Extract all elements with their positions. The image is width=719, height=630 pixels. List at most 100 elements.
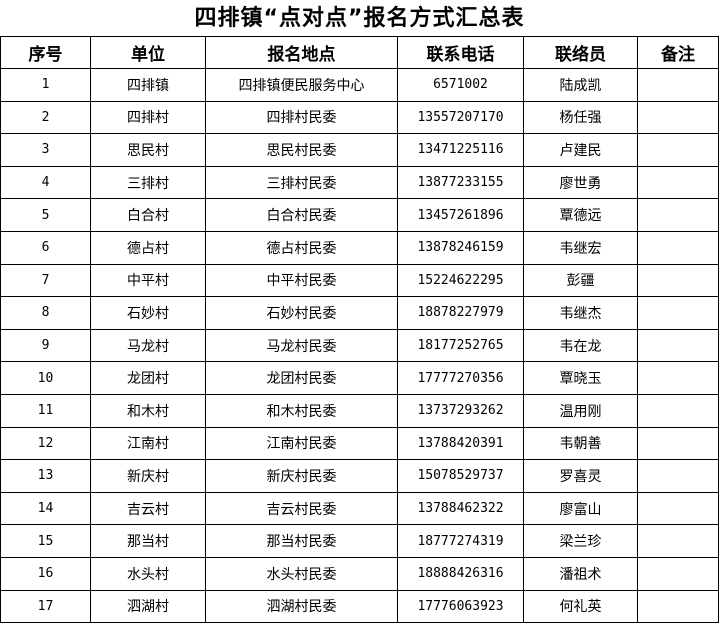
cell-phone: 13877233155 <box>397 165 524 200</box>
cell-phone: 17776063923 <box>397 589 524 624</box>
cell-remarks <box>637 361 719 395</box>
cell-phone: 18177252765 <box>397 328 524 363</box>
cell-unit: 德占村 <box>90 230 206 265</box>
cell-contact: 梁兰珍 <box>523 524 638 558</box>
cell-contact: 覃德远 <box>523 198 638 232</box>
cell-contact: 罗喜灵 <box>523 459 638 493</box>
cell-index: 7 <box>0 263 91 298</box>
cell-unit: 石妙村 <box>90 296 206 330</box>
header-index: 序号 <box>0 36 91 69</box>
cell-location: 吉云村民委 <box>205 491 398 526</box>
cell-location: 水头村民委 <box>205 556 398 591</box>
table-row: 13 新庆村 新庆村民委 15078529737 罗喜灵 <box>0 459 719 493</box>
table-row: 1 四排镇 四排镇便民服务中心 6571002 陆成凯 <box>0 68 719 102</box>
cell-phone: 17777270356 <box>397 361 524 395</box>
cell-index: 13 <box>0 459 91 493</box>
cell-location: 中平村民委 <box>205 263 398 298</box>
cell-index: 12 <box>0 426 91 461</box>
cell-index: 2 <box>0 100 91 135</box>
cell-phone: 6571002 <box>397 68 524 102</box>
cell-unit: 江南村 <box>90 426 206 461</box>
cell-remarks <box>637 100 719 135</box>
cell-phone: 13471225116 <box>397 133 524 167</box>
cell-phone: 15224622295 <box>397 263 524 298</box>
cell-phone: 13878246159 <box>397 230 524 265</box>
table-row: 4 三排村 三排村民委 13877233155 廖世勇 <box>0 165 719 200</box>
cell-phone: 13788420391 <box>397 426 524 461</box>
cell-contact: 卢建民 <box>523 133 638 167</box>
cell-location: 龙团村民委 <box>205 361 398 395</box>
cell-unit: 新庆村 <box>90 459 206 493</box>
cell-contact: 温用刚 <box>523 393 638 428</box>
cell-remarks <box>637 165 719 200</box>
cell-unit: 吉云村 <box>90 491 206 526</box>
cell-location: 新庆村民委 <box>205 459 398 493</box>
cell-remarks <box>637 198 719 232</box>
cell-location: 四排村民委 <box>205 100 398 135</box>
cell-unit: 思民村 <box>90 133 206 167</box>
cell-remarks <box>637 68 719 102</box>
cell-location: 和木村民委 <box>205 393 398 428</box>
cell-location: 白合村民委 <box>205 198 398 232</box>
cell-remarks <box>637 328 719 363</box>
cell-location: 那当村民委 <box>205 524 398 558</box>
cell-remarks <box>637 393 719 428</box>
cell-contact: 韦继宏 <box>523 230 638 265</box>
cell-unit: 中平村 <box>90 263 206 298</box>
cell-remarks <box>637 296 719 330</box>
cell-remarks <box>637 230 719 265</box>
header-contact: 联络员 <box>523 36 638 69</box>
table-row: 6 德占村 德占村民委 13878246159 韦继宏 <box>0 230 719 265</box>
cell-unit: 和木村 <box>90 393 206 428</box>
cell-contact: 韦朝善 <box>523 426 638 461</box>
cell-remarks <box>637 133 719 167</box>
table-row: 16 水头村 水头村民委 18888426316 潘祖术 <box>0 556 719 591</box>
cell-remarks <box>637 263 719 298</box>
cell-location: 江南村民委 <box>205 426 398 461</box>
cell-index: 3 <box>0 133 91 167</box>
cell-phone: 18878227979 <box>397 296 524 330</box>
cell-unit: 四排村 <box>90 100 206 135</box>
cell-contact: 彭疆 <box>523 263 638 298</box>
cell-phone: 15078529737 <box>397 459 524 493</box>
cell-contact: 韦继杰 <box>523 296 638 330</box>
cell-remarks <box>637 524 719 558</box>
cell-contact: 覃晓玉 <box>523 361 638 395</box>
table-row: 2 四排村 四排村民委 13557207170 杨任强 <box>0 100 719 135</box>
header-unit: 单位 <box>90 36 206 69</box>
header-row: 序号 单位 报名地点 联系电话 联络员 备注 <box>0 36 719 69</box>
cell-index: 15 <box>0 524 91 558</box>
table-row: 12 江南村 江南村民委 13788420391 韦朝善 <box>0 426 719 461</box>
table-row: 9 马龙村 马龙村民委 18177252765 韦在龙 <box>0 328 719 363</box>
cell-index: 17 <box>0 589 91 624</box>
cell-location: 思民村民委 <box>205 133 398 167</box>
cell-location: 泗湖村民委 <box>205 589 398 624</box>
cell-location: 三排村民委 <box>205 165 398 200</box>
cell-contact: 廖世勇 <box>523 165 638 200</box>
cell-phone: 13788462322 <box>397 491 524 526</box>
cell-location: 石妙村民委 <box>205 296 398 330</box>
header-remarks: 备注 <box>637 36 719 69</box>
cell-phone: 18777274319 <box>397 524 524 558</box>
table-row: 3 思民村 思民村民委 13471225116 卢建民 <box>0 133 719 167</box>
cell-location: 马龙村民委 <box>205 328 398 363</box>
cell-unit: 龙团村 <box>90 361 206 395</box>
cell-contact: 韦在龙 <box>523 328 638 363</box>
cell-remarks <box>637 556 719 591</box>
table-row: 8 石妙村 石妙村民委 18878227979 韦继杰 <box>0 296 719 330</box>
cell-contact: 陆成凯 <box>523 68 638 102</box>
cell-unit: 四排镇 <box>90 68 206 102</box>
header-location: 报名地点 <box>205 36 398 69</box>
table-row: 17 泗湖村 泗湖村民委 17776063923 何礼英 <box>0 589 719 624</box>
cell-phone: 13457261896 <box>397 198 524 232</box>
cell-remarks <box>637 459 719 493</box>
cell-unit: 白合村 <box>90 198 206 232</box>
cell-location: 德占村民委 <box>205 230 398 265</box>
cell-index: 9 <box>0 328 91 363</box>
cell-unit: 马龙村 <box>90 328 206 363</box>
cell-phone: 13737293262 <box>397 393 524 428</box>
cell-location: 四排镇便民服务中心 <box>205 68 398 102</box>
registration-table: 序号 单位 报名地点 联系电话 联络员 备注 1 四排镇 四排镇便民服务中心 6571002 陆成… <box>0 36 719 624</box>
cell-index: 6 <box>0 230 91 265</box>
table-row: 15 那当村 那当村民委 18777274319 梁兰珍 <box>0 524 719 558</box>
